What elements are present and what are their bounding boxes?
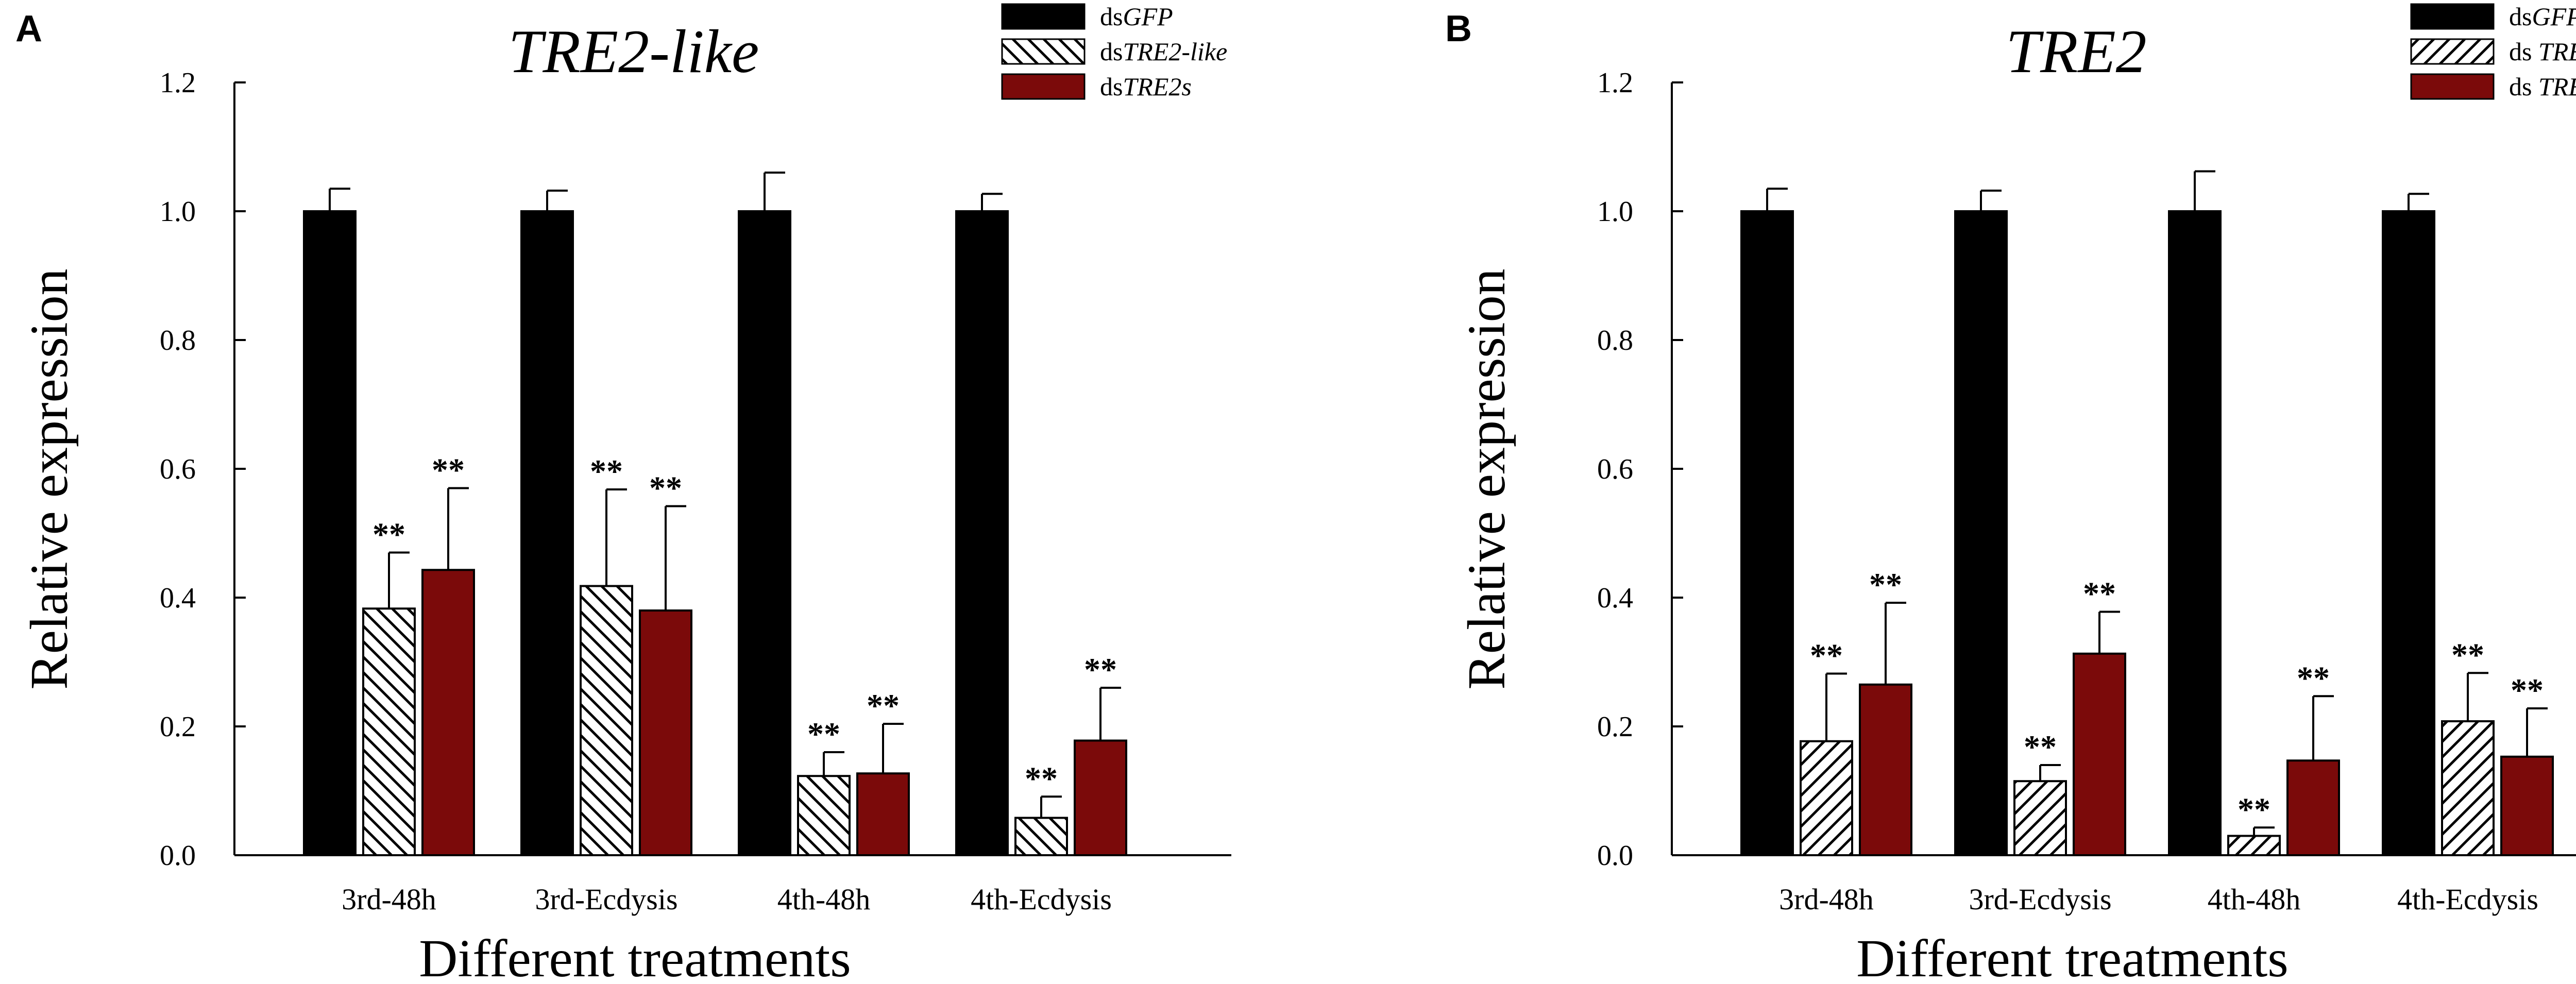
legend-swatch: [1001, 3, 1086, 30]
bar: [2500, 755, 2554, 856]
bar: [303, 210, 357, 856]
x-tick-label: 4th-Ecdysis: [2397, 883, 2538, 916]
significance-label: **: [2511, 672, 2544, 708]
y-tick-label: 1.2: [160, 67, 196, 99]
y-tick-label: 1.0: [1597, 196, 1633, 228]
significance-label: **: [2083, 575, 2116, 612]
x-axis-label: Different treatments: [1856, 929, 2288, 984]
significance-label: **: [2024, 728, 2057, 765]
legend-entry: dsTRE2-like: [1100, 37, 1227, 66]
significance-label: **: [2451, 636, 2484, 673]
bar: [362, 607, 416, 856]
y-axis-label: Relative expression: [20, 268, 79, 689]
bar: [2013, 780, 2067, 856]
y-tick-label: 1.2: [1597, 67, 1633, 99]
bar: [797, 775, 851, 856]
bar: [2286, 759, 2340, 856]
bar: [639, 609, 692, 856]
significance-label: **: [372, 516, 405, 553]
significance-label: **: [867, 687, 900, 724]
legend-swatch: [2410, 3, 2495, 30]
legend-entry: dsTRE2s: [1100, 72, 1192, 101]
y-tick-label: 0.0: [160, 840, 196, 872]
significance-label: **: [1869, 566, 1902, 603]
bar: [738, 210, 791, 856]
bar: [2382, 210, 2435, 856]
y-tick-label: 0.2: [1597, 711, 1633, 743]
y-tick-label: 1.0: [160, 196, 196, 228]
panel-a: A TRE2-like 0.0 0.2 0.4 0.6 0.8 1.0 1.2 Relative …: [15, 2, 1231, 984]
chart-title: TRE2: [2006, 17, 2146, 86]
x-tick-label: 4th-Ecdysis: [971, 883, 1112, 916]
y-tick-label: 0.8: [1597, 325, 1633, 357]
y-tick-label: 0.6: [160, 453, 196, 485]
y-tick-label: 0.4: [1597, 582, 1633, 614]
bar: [1800, 740, 1853, 856]
significance-label: **: [1025, 760, 1058, 796]
y-tick-label: 0.6: [1597, 453, 1633, 485]
legend-swatch: [2410, 38, 2495, 65]
panel-b: B TRE2 0.0 0.2 0.4 0.6 0.8 1.0 1.2 Relative expre…: [1445, 2, 2576, 984]
bar: [1074, 739, 1127, 856]
significance-label: **: [1810, 637, 1843, 674]
significance-label: **: [432, 452, 465, 488]
bar: [2227, 835, 2281, 856]
x-tick-label: 3rd-48h: [342, 883, 436, 916]
bar: [1740, 210, 1794, 856]
significance-label: **: [590, 453, 623, 489]
legend-swatch: [2410, 73, 2495, 100]
y-tick-label: 0.0: [1597, 840, 1633, 872]
chart-title: TRE2-like: [509, 17, 759, 86]
significance-label: **: [1084, 651, 1117, 688]
bar: [580, 585, 633, 856]
bar: [520, 210, 574, 856]
x-tick-label: 3rd-Ecdysis: [535, 883, 677, 916]
y-axis-label: Relative expression: [1457, 268, 1516, 689]
significance-label: **: [2297, 659, 2330, 696]
y-tick-label: 0.4: [160, 582, 196, 614]
y-tick-label: 0.2: [160, 711, 196, 743]
x-axis-label: Different treatments: [419, 929, 851, 984]
bar: [1859, 683, 1912, 856]
legend-entry: dsGFP: [1100, 2, 1173, 31]
legend-entry: dsGFP: [2509, 2, 2576, 31]
significance-label: **: [2238, 791, 2270, 827]
significance-label: **: [649, 470, 682, 506]
x-tick-label: 4th-48h: [777, 883, 870, 916]
legend-swatch: [1001, 38, 1086, 65]
panel-label: A: [15, 8, 42, 49]
bar: [2441, 720, 2495, 856]
x-tick-label: 4th-48h: [2208, 883, 2300, 916]
bar: [955, 210, 1009, 856]
legend-entry: ds TRE2s: [2509, 72, 2576, 101]
bar: [1014, 817, 1068, 856]
y-tick-label: 0.8: [160, 325, 196, 357]
significance-label: **: [807, 716, 840, 752]
bar: [421, 569, 475, 856]
legend-swatch: [1001, 73, 1086, 100]
bar: [2073, 652, 2126, 856]
panel-label: B: [1445, 8, 1472, 49]
x-tick-label: 3rd-48h: [1779, 883, 1874, 916]
bar: [2168, 210, 2222, 856]
legend-entry: ds TRE2: [2509, 37, 2576, 66]
bar: [856, 772, 910, 856]
x-tick-label: 3rd-Ecdysis: [1969, 883, 2111, 916]
bar: [1954, 210, 2008, 856]
